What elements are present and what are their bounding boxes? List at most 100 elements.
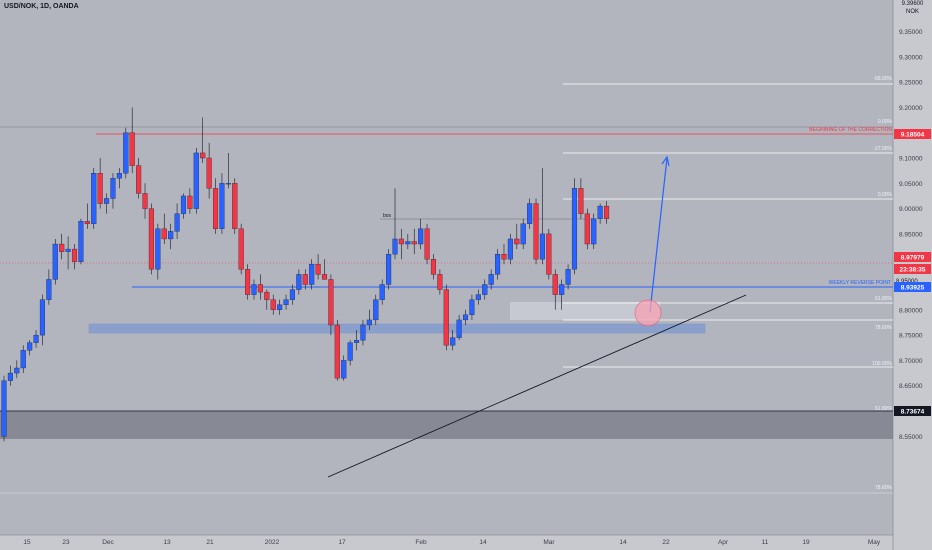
candle-body [565,269,571,285]
candle [584,208,590,250]
candle-body [398,238,404,245]
candle-body [462,314,469,321]
candle-body [591,218,597,245]
candle [597,203,603,224]
candle-body [488,274,494,285]
candle-body [353,340,360,343]
candle [507,233,513,265]
candle [495,249,501,280]
candle-body [129,132,135,166]
candle [46,269,52,305]
currency-label[interactable]: 9.39600 NOK [893,0,932,16]
candle [392,188,398,260]
candle [405,233,411,250]
candle-body [539,233,545,260]
x-tick-label: Mar [543,539,555,546]
candle [257,274,263,300]
fib-label: -68.00% [873,76,892,82]
fib-label: 61.80% [875,296,893,302]
candle-body [437,274,443,290]
candle-body [386,253,392,285]
candle [462,309,469,325]
candle [65,236,71,270]
candle [437,269,443,295]
candle-body [341,360,347,379]
fib-label: 78.60% [875,325,893,331]
candle [366,309,372,331]
x-tick-label: May [868,539,881,546]
candle [360,319,366,346]
candle [450,330,456,351]
candle [411,228,417,255]
candle [33,330,39,348]
candle-body [366,319,372,326]
candle [302,269,308,290]
y-tick-label: 9.05000 [899,181,923,188]
candle [565,264,571,290]
candle [443,284,449,351]
candle [475,289,481,305]
symbol-title[interactable]: USD/NOK, 1D, OANDA [4,3,79,10]
y-tick-label: 9.30000 [899,54,923,61]
candle-body [78,221,84,262]
candle [270,294,276,315]
candle [482,279,488,300]
candle [161,213,167,245]
entry-circle [634,299,662,327]
candle-body [527,203,533,224]
candle [180,193,187,219]
y-tick-label: 8.55000 [899,434,923,441]
candle-body [97,173,103,204]
price-tag [894,282,931,292]
candle [334,319,340,381]
candle [430,254,437,280]
candle-body [475,294,481,300]
candle-body [603,205,610,219]
candle-body [443,289,449,346]
candle-body [206,157,212,189]
candle-body [424,228,430,260]
x-tick-label: 22 [662,539,670,546]
candle [328,274,334,336]
candle-body [219,183,225,229]
candle-body [347,342,353,361]
fib-zone [510,302,660,320]
candle-body [277,304,283,310]
x-tick-label: 21 [206,539,214,546]
candle-body [501,253,507,260]
candle [97,158,103,209]
candle-body [142,193,148,209]
price-tag [894,264,931,274]
candle-body [33,334,39,343]
candle-body [450,337,456,346]
candle [7,365,13,386]
candle [527,198,533,229]
candle-body [360,324,366,341]
annotation-weekly-reverse: WEEKLY REVERSE POINT [829,280,891,286]
candle-body [148,208,154,270]
candle-body [251,284,257,295]
candle [277,299,283,315]
candle [116,168,122,189]
candle-body [418,228,424,245]
candle-body [546,233,552,275]
fib-label: 100.00% [872,361,892,367]
candle [514,223,520,250]
price-axis [893,0,932,550]
price-tag-label: 8.93925 [901,285,925,292]
candle-body [495,253,501,275]
candle-body [225,183,231,185]
candle-body [116,173,122,179]
candle-body [110,178,116,199]
price-tag-label: 8.97979 [901,255,925,262]
x-tick-label: 14 [619,539,627,546]
candle [27,340,33,356]
candle [59,233,65,260]
x-tick-label: 17 [338,539,346,546]
candle-body [212,188,219,229]
candle-body [27,342,33,351]
candle [52,238,58,285]
candle [123,127,129,179]
price-tag-label: 8.73674 [901,409,925,416]
